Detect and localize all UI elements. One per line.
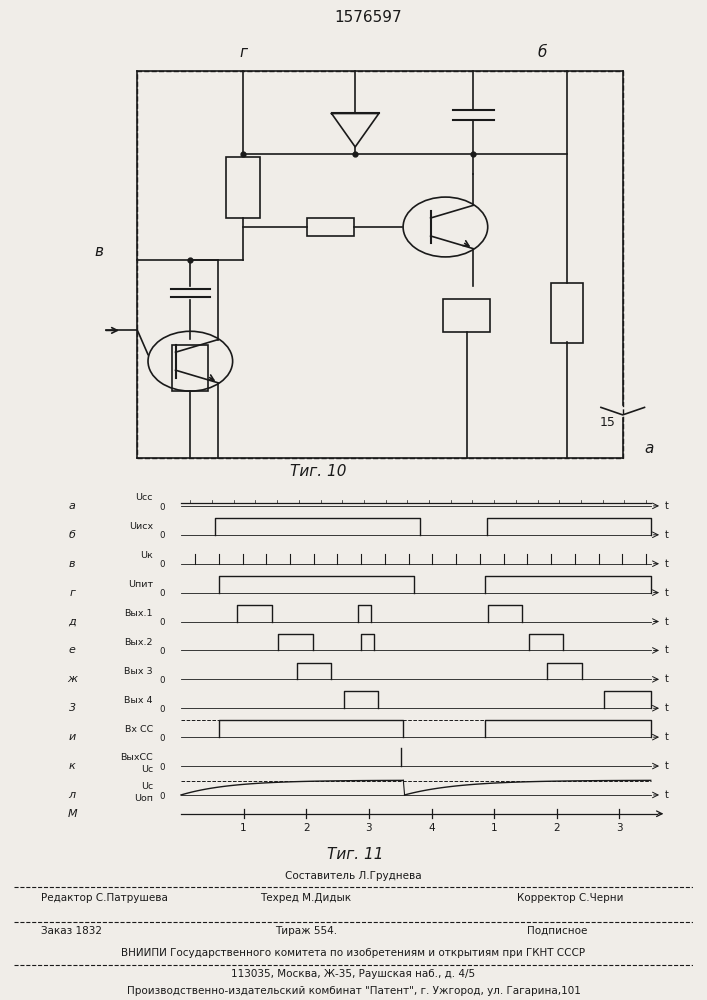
Text: Uс: Uс [141,765,153,774]
Text: 0: 0 [159,503,165,512]
Text: t: t [665,617,668,627]
Bar [226,157,260,218]
Bar [137,71,623,458]
Text: Τиг. 11: Τиг. 11 [327,847,383,862]
Text: t: t [665,732,668,742]
Text: t: t [665,674,668,684]
Text: к: к [69,761,76,771]
Text: 2: 2 [554,823,560,833]
Text: Uк: Uк [140,551,153,560]
Text: 0: 0 [159,589,165,598]
Text: М: М [67,809,77,819]
Text: Uоп: Uоп [134,794,153,803]
Text: t: t [665,501,668,511]
Text: д: д [69,617,76,627]
Text: 2: 2 [303,823,310,833]
Text: 3: 3 [616,823,623,833]
Text: 3: 3 [69,703,76,713]
Text: Uс: Uс [141,782,153,791]
Text: Uисх: Uисх [129,522,153,531]
Text: t: t [665,703,668,713]
Text: Техред М.Дидык: Техред М.Дидык [260,893,351,903]
Text: 0: 0 [159,531,165,540]
Text: 3: 3 [366,823,372,833]
Text: Корректор С.Черни: Корректор С.Черни [518,893,624,903]
Text: и: и [69,732,76,742]
Text: t: t [665,790,668,800]
Text: Вх СС: Вх СС [124,725,153,734]
Text: а: а [645,441,654,456]
Text: Редактор С.Патрушева: Редактор С.Патрушева [41,893,168,903]
Text: t: t [665,761,668,771]
Bar [173,345,209,391]
Text: л: л [69,790,76,800]
Text: 0: 0 [159,676,165,685]
Text: t: t [665,559,668,569]
Text: t: t [665,588,668,598]
Text: 0: 0 [159,560,165,569]
Text: 0: 0 [159,705,165,714]
Text: г: г [69,588,75,598]
Text: в: в [94,244,103,259]
Text: 0: 0 [159,763,165,772]
Text: t: t [665,645,668,655]
Text: Вых 3: Вых 3 [124,667,153,676]
Text: 4: 4 [428,823,435,833]
Text: Производственно-издательский комбинат "Патент", г. Ужгород, ул. Гагарина,101: Производственно-издательский комбинат "П… [127,986,580,996]
Text: 1576597: 1576597 [334,10,402,25]
Text: Вых 4: Вых 4 [124,696,153,705]
Text: Составитель Л.Груднева: Составитель Л.Груднева [285,871,422,881]
Text: ж: ж [67,674,77,684]
Text: Τиг. 10: Τиг. 10 [290,464,346,479]
Text: е: е [69,645,76,655]
Text: 0: 0 [159,792,165,801]
Text: Вых.2: Вых.2 [124,638,153,647]
Text: а: а [69,501,76,511]
Text: 0: 0 [159,647,165,656]
Text: 1: 1 [491,823,498,833]
Bar [307,218,354,236]
Bar [443,298,490,332]
Text: Uсс: Uсс [136,493,153,502]
Text: в: в [69,559,76,569]
Text: 1: 1 [240,823,247,833]
Text: t: t [665,530,668,540]
Text: Вых.1: Вых.1 [124,609,153,618]
Text: 0: 0 [159,618,165,627]
Text: ВНИИПИ Государственного комитета по изобретениям и открытиям при ГКНТ СССР: ВНИИПИ Государственного комитета по изоб… [122,948,585,958]
Text: 15: 15 [600,416,615,429]
Text: Подписное: Подписное [527,926,588,936]
Bar [551,283,583,342]
Text: б: б [69,530,76,540]
Text: ВыхСС: ВыхСС [120,753,153,762]
Text: б: б [537,45,547,60]
Text: Заказ 1832: Заказ 1832 [41,926,103,936]
Text: Тираж 554.: Тираж 554. [275,926,337,936]
Text: 0: 0 [159,734,165,743]
Text: г: г [239,45,247,60]
Text: Uпит: Uпит [128,580,153,589]
Text: 113035, Москва, Ж-35, Раушская наб., д. 4/5: 113035, Москва, Ж-35, Раушская наб., д. … [231,969,476,979]
